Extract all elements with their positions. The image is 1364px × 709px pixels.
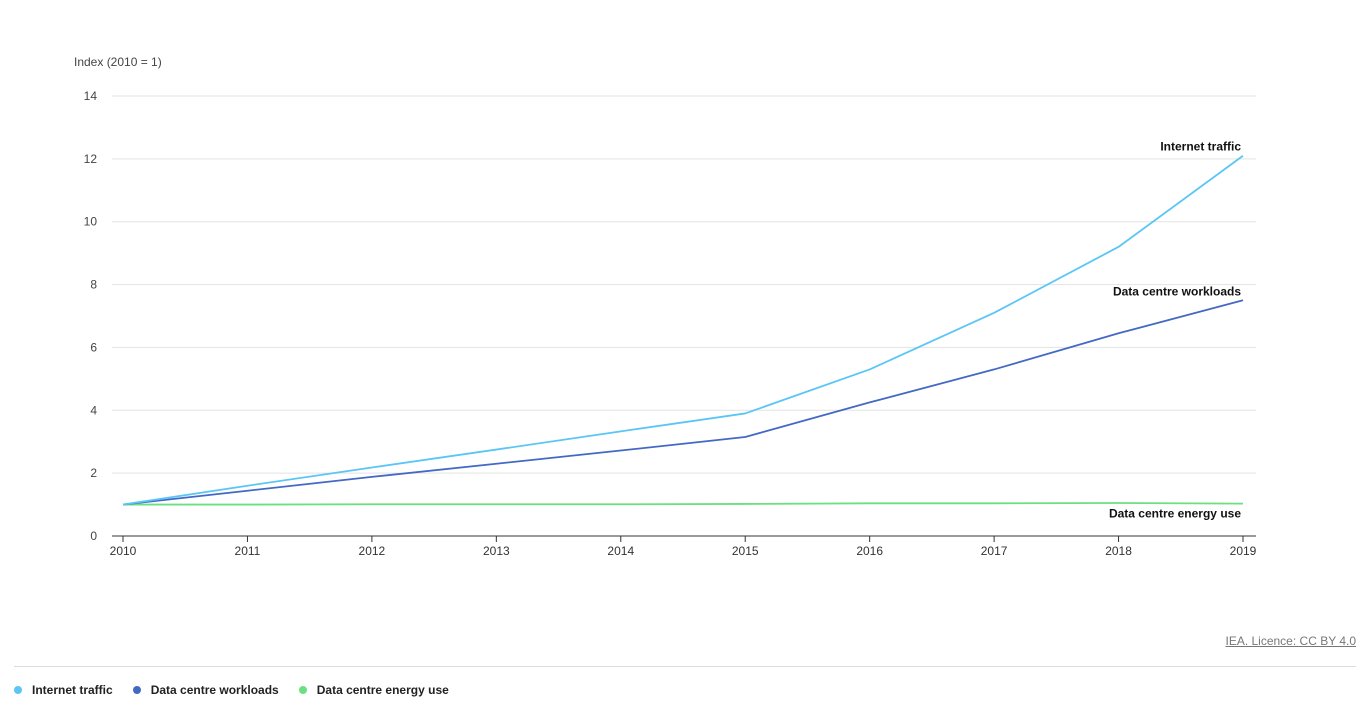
x-tick-label: 2013 [483, 544, 510, 558]
series-end-label: Data centre workloads [1113, 284, 1241, 298]
x-tick-label: 2010 [110, 544, 137, 558]
legend-dot-icon [132, 686, 141, 694]
x-tick-label: 2016 [856, 544, 883, 558]
x-tick-label: 2018 [1105, 544, 1132, 558]
x-tick-label: 2011 [235, 544, 261, 558]
source-licence-link[interactable]: IEA. Licence: CC BY 4.0 [1225, 634, 1356, 648]
legend-dot-icon [298, 686, 307, 694]
legend-label: Internet traffic [32, 683, 113, 697]
x-tick-label: 2012 [359, 544, 386, 558]
y-axis-ticks: 0 2 4 6 8 10 12 14 [84, 89, 98, 543]
x-tick-label: 2014 [607, 544, 634, 558]
y-tick-label: 4 [90, 403, 97, 417]
legend-label: Data centre workloads [150, 683, 279, 697]
x-tick-label: 2017 [981, 544, 1008, 558]
series-end-label: Data centre energy use [1109, 507, 1241, 521]
x-tick-label: 2019 [1230, 544, 1257, 558]
legend-item-data-centre-energy-use[interactable]: Data centre energy use [298, 683, 449, 697]
legend-item-internet-traffic[interactable]: Internet traffic [14, 683, 113, 697]
legend-dot-icon [14, 686, 22, 694]
series-line-data-centre-energy-use [123, 502, 1244, 506]
y-tick-label: 6 [90, 340, 97, 354]
x-tick-label: 2015 [732, 544, 759, 558]
y-tick-label: 12 [84, 152, 98, 166]
grid-lines [112, 95, 1256, 537]
legend: Internet traffic Data centre workloads Dat… [14, 683, 469, 697]
y-tick-label: 10 [84, 215, 98, 229]
series-labels: Internet traffic Data centre workloads Dat… [1109, 140, 1241, 521]
y-axis-label: Index (2010 = 1) [74, 55, 162, 69]
y-tick-label: 2 [90, 466, 97, 480]
series-end-label: Internet traffic [1160, 140, 1241, 154]
series-line-data-centre-workloads [122, 299, 1244, 506]
legend-label: Data centre energy use [316, 683, 449, 697]
y-tick-label: 14 [84, 89, 98, 103]
series-lines [122, 154, 1244, 506]
x-axis-ticks: 2010 2011 2012 2013 2014 2015 2016 2017 2018 2019 [110, 536, 1257, 558]
y-tick-label: 8 [90, 278, 97, 292]
y-tick-label: 0 [90, 529, 97, 543]
divider [14, 666, 1356, 667]
legend-item-data-centre-workloads[interactable]: Data centre workloads [132, 683, 279, 697]
series-line-internet-traffic [122, 154, 1244, 506]
